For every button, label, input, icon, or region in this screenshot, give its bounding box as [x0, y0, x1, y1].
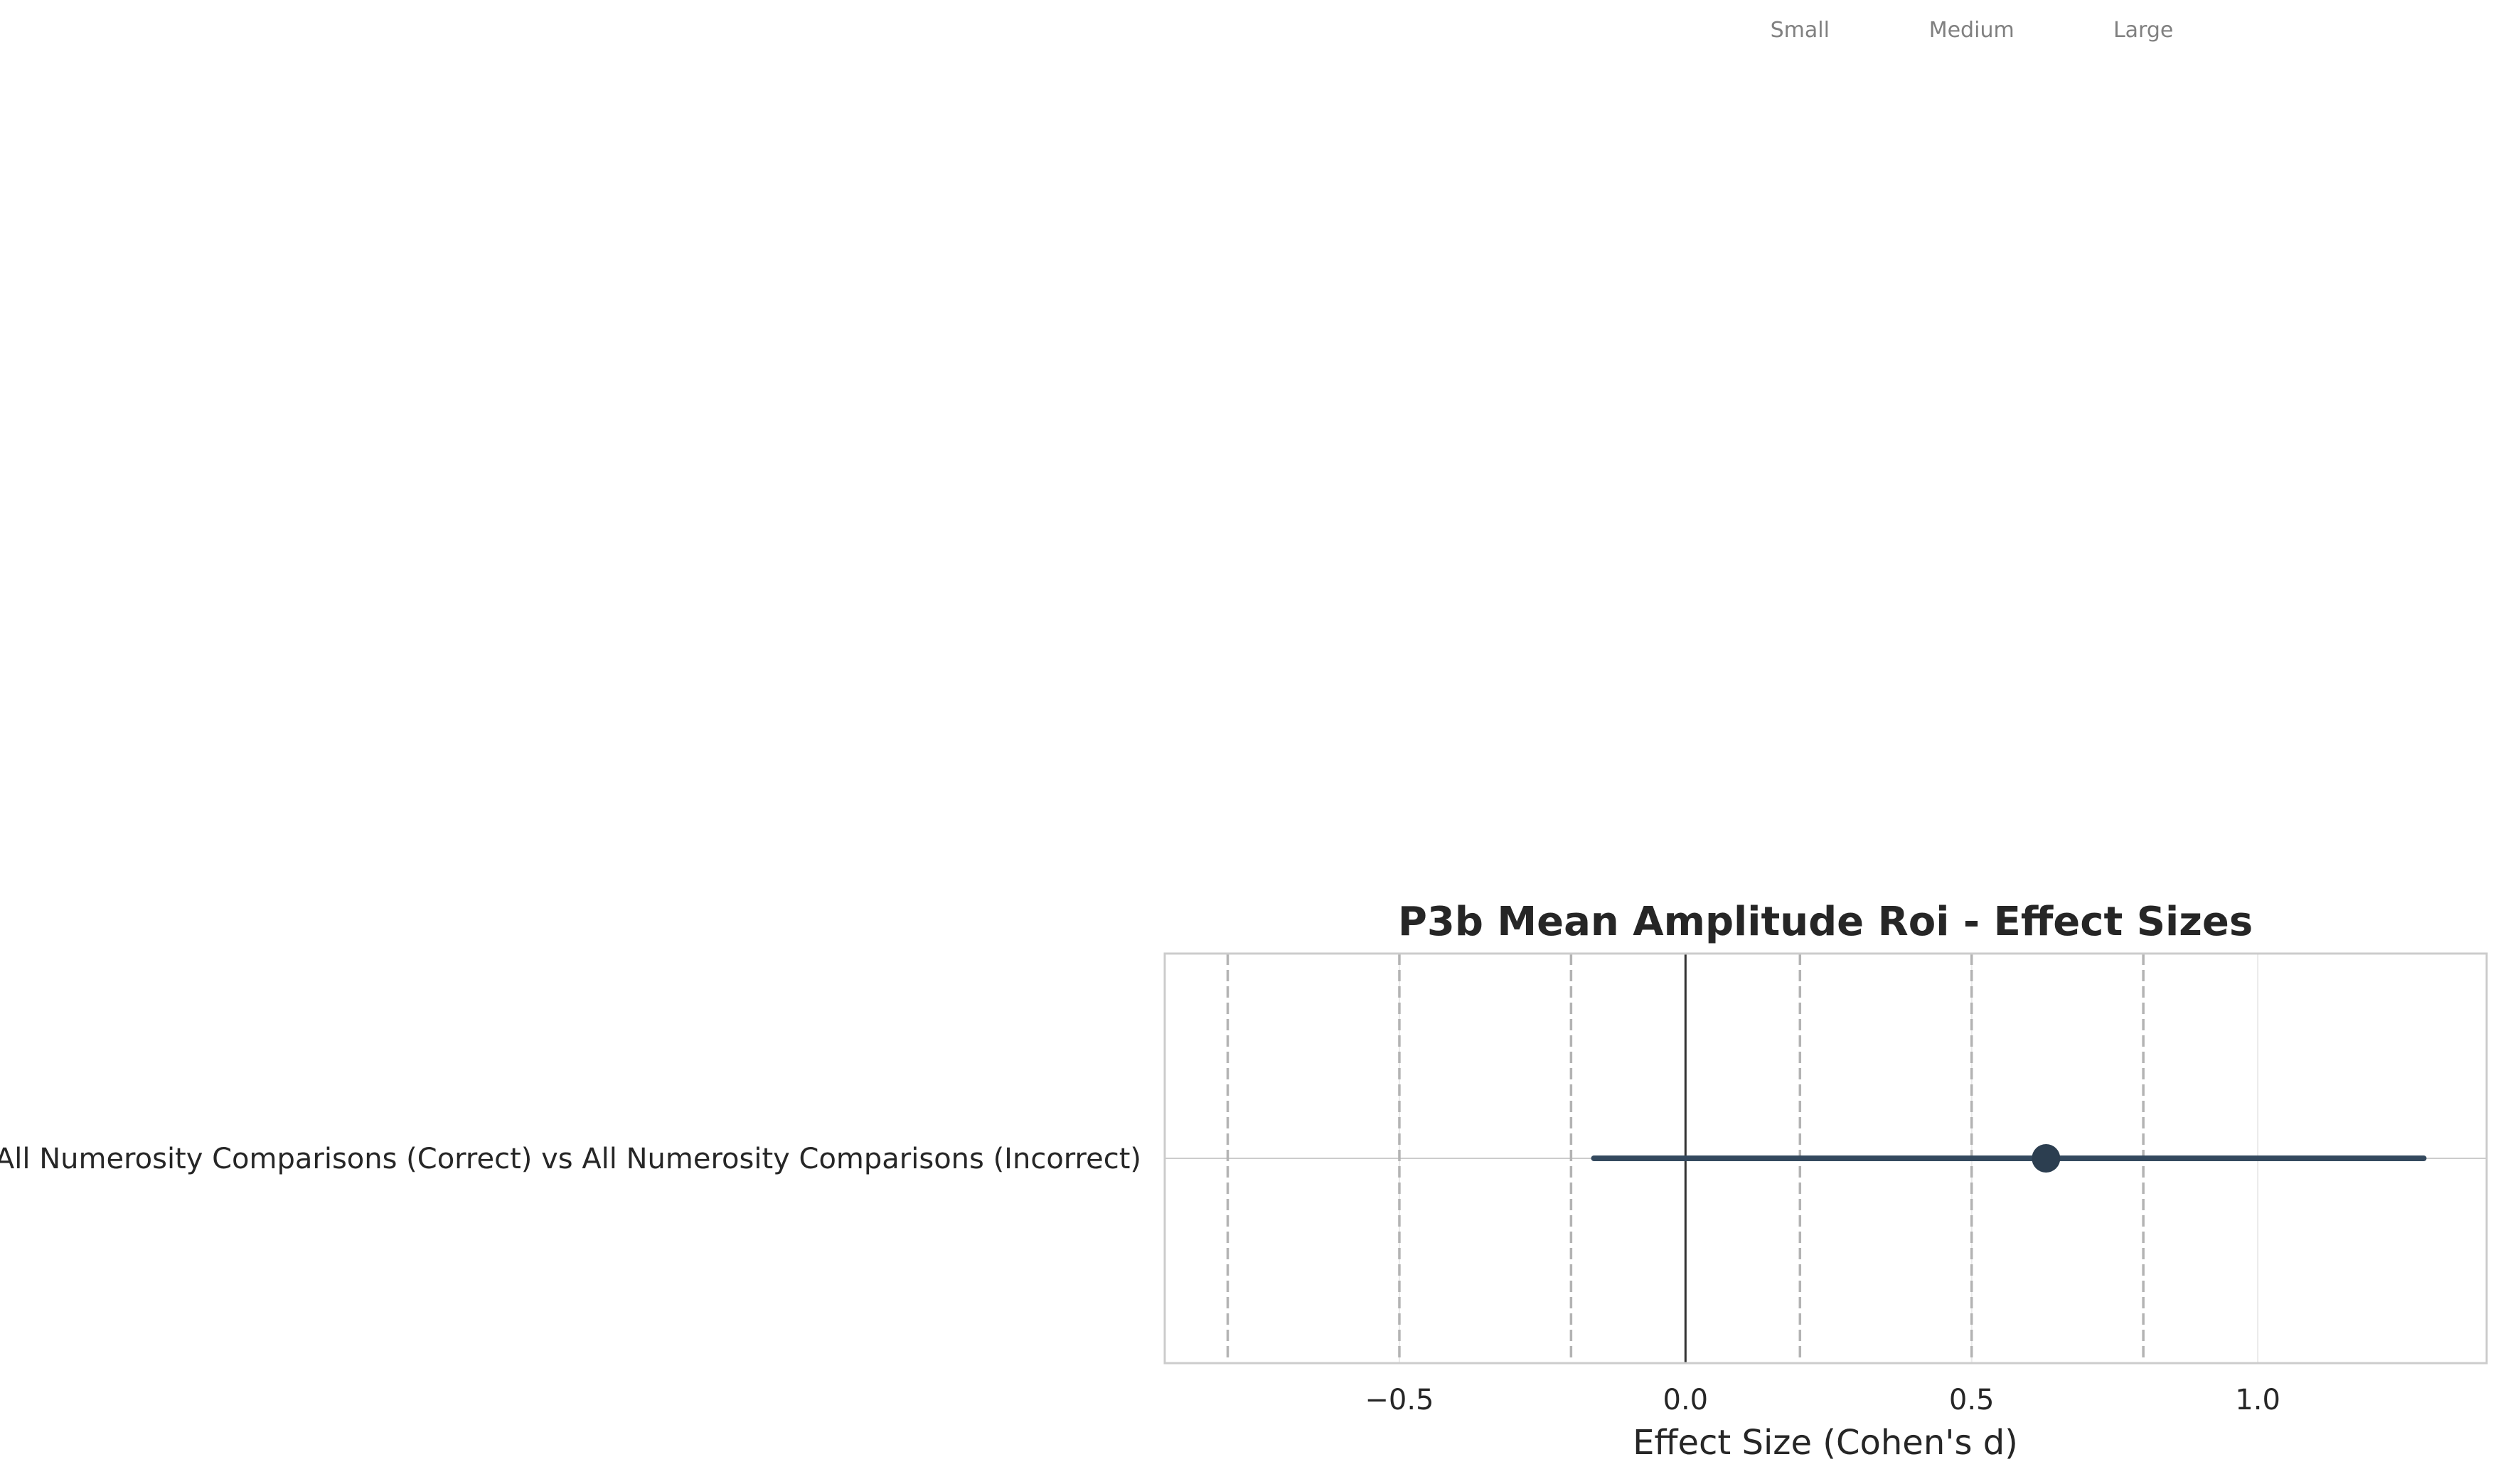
reference-label-medium: Medium — [1929, 18, 2015, 43]
x-tick-label-3: 1.0 — [2235, 1384, 2280, 1416]
reference-label-large: Large — [2113, 18, 2173, 43]
x-tick-label-0: −0.5 — [1365, 1384, 1434, 1416]
y-axis-labels: All Numerosity Comparisons (Correct) vs … — [0, 1143, 1141, 1175]
reference-label-small: Small — [1771, 18, 1830, 43]
x-axis-ticks: −0.5 0.0 0.5 1.0 — [1365, 1384, 2280, 1416]
reference-labels: Small Medium Large — [1771, 18, 2174, 43]
chart-title: P3b Mean Amplitude Roi - Effect Sizes — [1398, 899, 2253, 945]
x-axis-label: Effect Size (Cohen's d) — [1633, 1423, 2018, 1463]
x-tick-label-2: 0.5 — [1949, 1384, 1995, 1416]
plot-frame — [1163, 952, 2488, 1365]
category-label-0: All Numerosity Comparisons (Correct) vs … — [0, 1143, 1141, 1175]
effect-point-0 — [2032, 1144, 2061, 1173]
effect-points — [2032, 1144, 2061, 1173]
x-tick-label-1: 0.0 — [1663, 1384, 1709, 1416]
